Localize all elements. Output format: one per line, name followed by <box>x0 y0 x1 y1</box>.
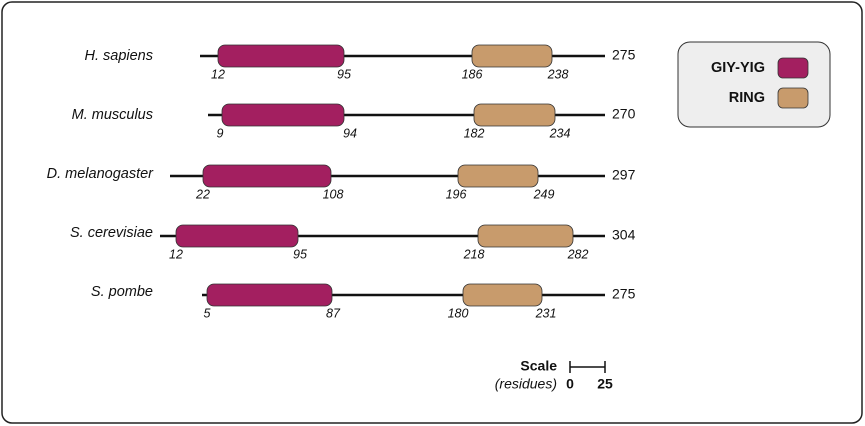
protein-length: 275 <box>612 47 636 63</box>
domain-start: 22 <box>195 187 210 201</box>
domain <box>471 44 553 68</box>
scale-title: Scale <box>520 358 557 374</box>
domain-start: 180 <box>448 306 469 320</box>
species-name: S. pombe <box>91 284 153 300</box>
domain-end: 108 <box>323 187 344 201</box>
domain <box>202 164 332 188</box>
protein-length: 275 <box>612 286 636 302</box>
domain <box>477 224 574 248</box>
legend-swatch <box>777 87 809 109</box>
domain-start: 5 <box>204 306 211 320</box>
domain <box>175 224 299 248</box>
domain-end: 231 <box>535 306 557 320</box>
domain <box>473 103 556 127</box>
domain-end: 95 <box>293 247 307 261</box>
domain-start: 186 <box>462 67 483 81</box>
species-name: S. cerevisiae <box>70 225 153 241</box>
legend-label: GIY-YIG <box>711 60 765 76</box>
legend-swatch <box>777 57 809 79</box>
domain-end: 282 <box>567 247 589 261</box>
domain-end: 249 <box>533 187 555 201</box>
scale-tick-label: 0 <box>566 376 574 392</box>
protein-length: 297 <box>612 167 636 183</box>
domain-start: 196 <box>446 187 467 201</box>
domain <box>217 44 345 68</box>
domain <box>221 103 345 127</box>
species-name: D. melanogaster <box>47 166 155 182</box>
scale-tick-label: 25 <box>597 376 613 392</box>
domain <box>206 283 333 307</box>
domain-end: 238 <box>547 67 569 81</box>
domain-end: 94 <box>343 126 357 140</box>
domain-end: 87 <box>326 306 341 320</box>
legend-box <box>677 41 831 128</box>
domain <box>457 164 539 188</box>
domain <box>462 283 543 307</box>
domain-start: 12 <box>169 247 183 261</box>
domain-start: 182 <box>464 126 485 140</box>
species-name: M. musculus <box>72 107 153 123</box>
domain-end: 234 <box>549 126 571 140</box>
protein-length: 304 <box>612 227 636 243</box>
species-name: H. sapiens <box>84 48 153 64</box>
domain-start: 9 <box>217 126 224 140</box>
scale-unit: (residues) <box>495 376 557 392</box>
legend-label: RING <box>729 90 765 106</box>
domain-start: 12 <box>211 67 225 81</box>
domain-end: 95 <box>337 67 351 81</box>
protein-length: 270 <box>612 106 636 122</box>
domain-start: 218 <box>463 247 485 261</box>
